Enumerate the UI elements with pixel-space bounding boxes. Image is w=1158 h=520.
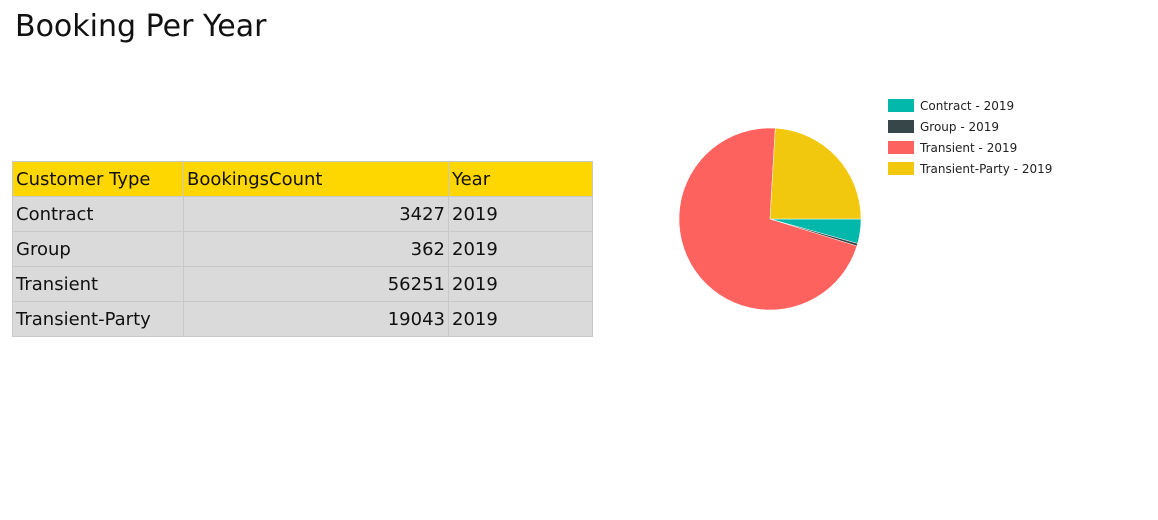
cell-year: 2019 <box>448 301 593 337</box>
legend-label-transient[interactable]: Transient - 2019 <box>919 141 1017 155</box>
legend-label-contract[interactable]: Contract - 2019 <box>920 99 1014 113</box>
cell-customer-type: Transient <box>12 266 184 302</box>
column-header-customer-type[interactable]: Customer Type <box>12 161 184 197</box>
legend-swatch-transient <box>888 141 914 154</box>
pie-slice-transient-party[interactable] <box>769 127 862 220</box>
cell-bookings-count: 362 <box>183 231 449 267</box>
cell-bookings-count: 56251 <box>183 266 449 302</box>
cell-bookings-count: 3427 <box>183 196 449 232</box>
table-header-row: Customer Type BookingsCount Year <box>12 161 593 197</box>
cell-customer-type: Transient-Party <box>12 301 184 337</box>
table-row: Transient 56251 2019 <box>12 266 593 302</box>
pie-slices <box>678 127 862 311</box>
cell-year: 2019 <box>448 196 593 232</box>
table-row: Group 362 2019 <box>12 231 593 267</box>
table-row: Transient-Party 19043 2019 <box>12 301 593 337</box>
cell-year: 2019 <box>448 266 593 302</box>
bookings-table: Customer Type BookingsCount Year Contrac… <box>12 161 593 337</box>
legend-swatch-contract <box>888 99 914 112</box>
pie-chart: Contract - 2019 Group - 2019 Transient - 2… <box>678 99 1052 311</box>
chart-legend: Contract - 2019 Group - 2019 Transient - 2… <box>888 99 1052 176</box>
cell-customer-type: Contract <box>12 196 184 232</box>
legend-label-group[interactable]: Group - 2019 <box>920 120 999 134</box>
pie-slice-transient[interactable] <box>678 127 858 311</box>
cell-customer-type: Group <box>12 231 184 267</box>
cell-bookings-count: 19043 <box>183 301 449 337</box>
column-header-bookings-count[interactable]: BookingsCount <box>183 161 449 197</box>
table-row: Contract 3427 2019 <box>12 196 593 232</box>
cell-year: 2019 <box>448 231 593 267</box>
legend-label-transient-party[interactable]: Transient-Party - 2019 <box>919 162 1052 176</box>
column-header-year[interactable]: Year <box>448 161 593 197</box>
page-title: Booking Per Year <box>15 9 267 44</box>
legend-swatch-group <box>888 120 914 133</box>
legend-swatch-transient-party <box>888 162 914 175</box>
